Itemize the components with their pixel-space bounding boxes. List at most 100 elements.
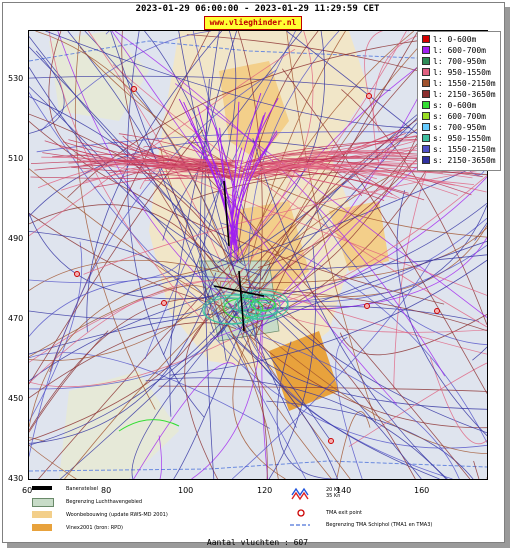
legend-swatch	[422, 123, 430, 131]
flight-track	[40, 31, 212, 132]
flight-track	[230, 97, 279, 250]
flight-track	[250, 163, 456, 186]
tma-exit-point	[74, 271, 80, 277]
runway	[223, 180, 230, 247]
flight-track	[29, 280, 235, 384]
flight-track	[266, 400, 474, 479]
flight-track	[133, 362, 236, 479]
housing-swatch	[32, 511, 52, 518]
site-link[interactable]: www.vlieghinder.nl	[204, 16, 302, 30]
runway	[238, 270, 245, 332]
time-range-title: 2023-01-29 06:00:00 - 2023-01-29 11:29:5…	[135, 4, 380, 14]
flight-track	[258, 297, 487, 333]
flight-track	[29, 291, 225, 382]
flight-track	[29, 293, 219, 320]
flight-track	[29, 437, 77, 479]
flight-track	[29, 231, 223, 325]
flight-track	[35, 31, 233, 278]
flight-track	[86, 31, 223, 332]
flight-track	[231, 115, 265, 234]
flight-track	[244, 254, 487, 271]
legend-entry: l: 700-950m	[422, 57, 486, 67]
flight-track	[29, 96, 243, 263]
flight-track	[29, 298, 205, 431]
flight-track	[232, 320, 286, 479]
flight-track	[251, 156, 380, 168]
flight-track	[29, 46, 216, 264]
legend-swatch	[422, 156, 430, 164]
tma-boundary-line	[29, 460, 487, 472]
flight-track	[286, 31, 377, 422]
flight-track	[29, 322, 237, 399]
flight-track	[29, 275, 233, 337]
flight-track-map[interactable]	[28, 30, 488, 480]
flight-track	[245, 328, 453, 479]
flight-track	[261, 311, 269, 479]
runway-swatch	[32, 486, 52, 490]
flight-track	[239, 31, 415, 264]
urban-area	[219, 61, 289, 161]
flight-track	[254, 31, 419, 340]
flight-track	[244, 161, 487, 193]
flight-track	[29, 276, 252, 363]
flight-track	[29, 129, 204, 385]
flight-track	[231, 308, 440, 479]
flight-track	[232, 334, 487, 410]
x-tick-60: 60	[22, 486, 33, 495]
flight-track	[29, 120, 445, 305]
flight-track	[129, 435, 162, 479]
legend-label: s: 0-600m	[433, 101, 477, 110]
flight-track	[29, 69, 277, 457]
tma-boundary-icon	[290, 524, 310, 526]
legend-swatch	[422, 35, 430, 43]
legend-label: l: 1550-2150m	[433, 79, 496, 88]
flight-track	[147, 159, 487, 296]
flight-track	[74, 31, 156, 410]
flight-track	[245, 286, 487, 332]
flight-track	[231, 259, 433, 479]
y-tick-490: 490	[8, 234, 24, 243]
flight-track	[197, 106, 236, 245]
flight-track	[336, 411, 371, 479]
flight-track	[30, 159, 234, 166]
runway	[213, 285, 265, 297]
departure-track	[118, 419, 180, 432]
flight-track	[123, 160, 487, 295]
flight-track	[348, 362, 487, 447]
flight-track	[205, 105, 238, 245]
legend-label: l: 600-700m	[433, 46, 486, 55]
flight-track	[231, 92, 262, 246]
legend-entry: l: 2150-3650m	[422, 90, 496, 100]
flight-track	[241, 237, 487, 310]
airport-boundary-label: Begrenzing Luchthavengebied	[66, 499, 143, 505]
legend-swatch	[422, 57, 430, 65]
flight-track	[29, 86, 333, 443]
flight-track	[108, 142, 243, 172]
flight-track	[163, 31, 237, 356]
legend-entry: s: 0-600m	[422, 101, 476, 111]
flight-track	[45, 31, 410, 129]
tma-exit-point	[161, 300, 167, 306]
legend-swatch	[422, 90, 430, 98]
flight-track	[118, 133, 236, 167]
tma-exit-point	[434, 308, 440, 314]
legend-label: l: 950-1550m	[433, 68, 491, 77]
departure-track	[250, 298, 276, 311]
x-tick-140: 140	[336, 486, 352, 495]
legend-label: s: 950-1550m	[433, 134, 491, 143]
flight-track	[111, 31, 398, 405]
legend-entry: l: 950-1550m	[422, 68, 491, 78]
legend-swatch	[422, 46, 430, 54]
legend-entry: s: 2150-3650m	[422, 156, 496, 166]
x-tick-160: 160	[414, 486, 430, 495]
flight-track	[262, 336, 460, 479]
flight-track	[184, 306, 231, 479]
flight-track	[158, 385, 487, 392]
flight-track	[192, 136, 232, 258]
flight-track	[268, 245, 317, 479]
flight-track	[29, 92, 250, 336]
legend-label: l: 0-600m	[433, 35, 477, 44]
legend-entry: s: 600-700m	[422, 112, 486, 122]
legend-label: s: 2150-3650m	[433, 156, 496, 165]
flight-track	[242, 321, 268, 479]
